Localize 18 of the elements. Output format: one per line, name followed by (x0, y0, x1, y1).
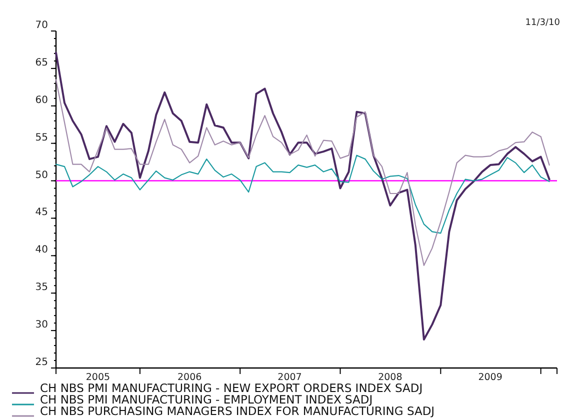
y-tick-label: 35 (35, 282, 48, 294)
y-tick-label: 30 (35, 320, 48, 331)
y-tick-label: 65 (35, 57, 48, 68)
y-tick-label: 50 (35, 170, 48, 181)
x-tick-label: 2006 (178, 372, 202, 383)
y-tick-label: 55 (35, 132, 48, 144)
y-tick-label: 60 (35, 94, 48, 106)
text: 11/3/10 (525, 18, 560, 28)
x-tick-label: 2009 (478, 372, 502, 383)
y-tick-label: 45 (35, 207, 48, 218)
legend-label: CH NBS PMI MANUFACTURING - NEW EXPORT ORDERS INDEX SADJ (40, 381, 423, 395)
x-tick-label: 2005 (86, 372, 110, 383)
x-tick-label: 2007 (278, 372, 302, 383)
y-tick-label: 40 (35, 244, 48, 256)
x-tick-label: 2008 (378, 372, 402, 383)
y-tick-label: 25 (35, 357, 48, 368)
y-tick-label: 70 (35, 20, 48, 31)
legend-label: CH NBS PMI MANUFACTURING - EMPLOYMENT INDEX SADJ (40, 392, 373, 406)
